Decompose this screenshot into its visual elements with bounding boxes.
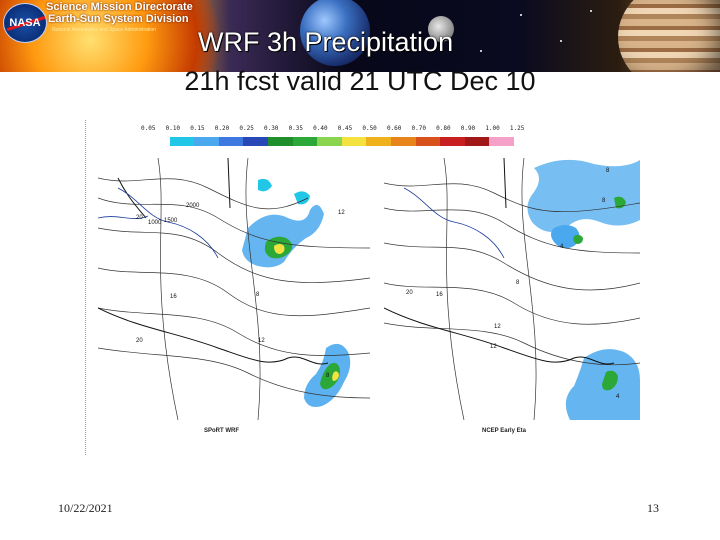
- scale-swatch: [145, 137, 171, 146]
- scale-swatch: [267, 137, 294, 146]
- contour-label: 1000: [148, 220, 162, 226]
- directorate-name: Science Mission Directorate: [46, 1, 193, 13]
- map-sport-wrf: [98, 158, 370, 420]
- contour-label: 12: [494, 324, 501, 330]
- scale-tick-label: 0.10: [165, 125, 181, 132]
- scale-swatch: [292, 137, 319, 146]
- division-name: Earth-Sun System Division: [48, 13, 189, 25]
- slide-number: 13: [647, 501, 659, 515]
- slide-subtitle: 21h fcst valid 21 UTC Dec 10: [184, 66, 536, 96]
- logo-text: NASA: [9, 17, 41, 29]
- earth-image: [300, 0, 370, 66]
- contour-label: 8: [326, 373, 330, 379]
- coastline: [384, 158, 615, 365]
- contour-label: 16: [436, 292, 443, 298]
- isobar-lines: [98, 158, 370, 420]
- scale-swatch: [243, 137, 269, 146]
- precip-area-south: [304, 343, 351, 407]
- contour-label: 8: [516, 280, 520, 286]
- scale-tick-label: 0.70: [411, 125, 426, 132]
- precip-area-north: [242, 178, 324, 268]
- scale-swatch: [341, 137, 368, 146]
- contour-label: 2000: [186, 203, 200, 209]
- panel-caption-left: SPoRT WRF: [204, 428, 239, 434]
- scale-swatch: [464, 137, 491, 146]
- scale-swatch: [317, 137, 343, 146]
- precip-area-south: [565, 349, 640, 420]
- precip-color-scale: 0.05 0.10 0.15 0.20 0.25 0.30 0.35 0.40 0.45 0.50…: [141, 125, 540, 146]
- scale-swatch: [415, 137, 442, 146]
- scale-tick-label: 0.40: [313, 125, 328, 132]
- header-banner: NASA Science Mission Directorate Earth-S…: [0, 0, 720, 72]
- scale-tick-label: 1.25: [509, 125, 525, 132]
- contour-label: 12: [490, 344, 497, 350]
- contour-label: 20: [406, 290, 413, 296]
- scale-swatch: [194, 137, 220, 146]
- contour-label: 8: [256, 292, 260, 298]
- frame-divider: [85, 120, 86, 455]
- scale-tick-label: 0.90: [460, 125, 476, 132]
- agency-name: National Aeronautics and Space Administr…: [52, 27, 156, 33]
- scale-swatch: [218, 137, 245, 146]
- contour-label: 12: [338, 210, 345, 216]
- scale-swatch: [489, 137, 515, 146]
- scale-tick-label: 0.80: [436, 125, 451, 132]
- contour-label: 20: [136, 338, 143, 344]
- nasa-logo-icon: NASA: [3, 3, 47, 43]
- panel-caption-right: NCEP Early Eta: [482, 428, 526, 434]
- scale-swatch: [366, 137, 392, 146]
- figure-frame: [85, 120, 660, 460]
- river-lines: [98, 187, 219, 259]
- jupiter-image: [618, 0, 720, 72]
- map-ncep-eta: [384, 158, 640, 420]
- moon-image: [428, 16, 454, 42]
- scale-tick-label: 0.60: [386, 125, 402, 132]
- scale-tick-label: 0.25: [239, 125, 254, 132]
- contour-label: 16: [170, 294, 177, 300]
- contour-label: 20: [136, 215, 143, 221]
- scale-tick-label: 0.30: [263, 125, 279, 132]
- slide-title: WRF 3h Precipitation: [198, 27, 454, 57]
- isobar-lines: [384, 158, 640, 420]
- map-panel-sport-wrf: 2000 20 1500 1000 16 12 12 8 20 8: [98, 158, 370, 420]
- map-panel-ncep-eta: 8 8 4 20 16 12 12 8 4: [384, 158, 640, 420]
- scale-swatch: [440, 137, 466, 146]
- contour-label: 8: [602, 198, 606, 204]
- contour-label: 1500: [164, 218, 178, 224]
- contour-label: 4: [560, 244, 564, 250]
- scale-tick-label: 0.45: [337, 125, 353, 132]
- slide-date: 10/22/2021: [58, 501, 113, 515]
- scale-swatch: [390, 137, 417, 146]
- scale-tick-label: 0.50: [362, 125, 377, 132]
- contour-label: 12: [258, 338, 265, 344]
- scale-tick-label: 0.35: [288, 125, 304, 132]
- scale-tick-label: 1.00: [485, 125, 500, 132]
- scale-swatch: [169, 137, 196, 146]
- scale-swatch: [513, 137, 540, 146]
- scale-tick-label: 0.20: [214, 125, 230, 132]
- contour-label: 8: [606, 168, 610, 174]
- river-lines: [403, 187, 505, 259]
- scale-tick-label: 0.05: [141, 125, 156, 132]
- scale-tick-label: 0.15: [190, 125, 205, 132]
- coastline: [98, 158, 329, 365]
- scale-cell: 1.25: [510, 125, 540, 146]
- contour-label: 4: [616, 394, 620, 400]
